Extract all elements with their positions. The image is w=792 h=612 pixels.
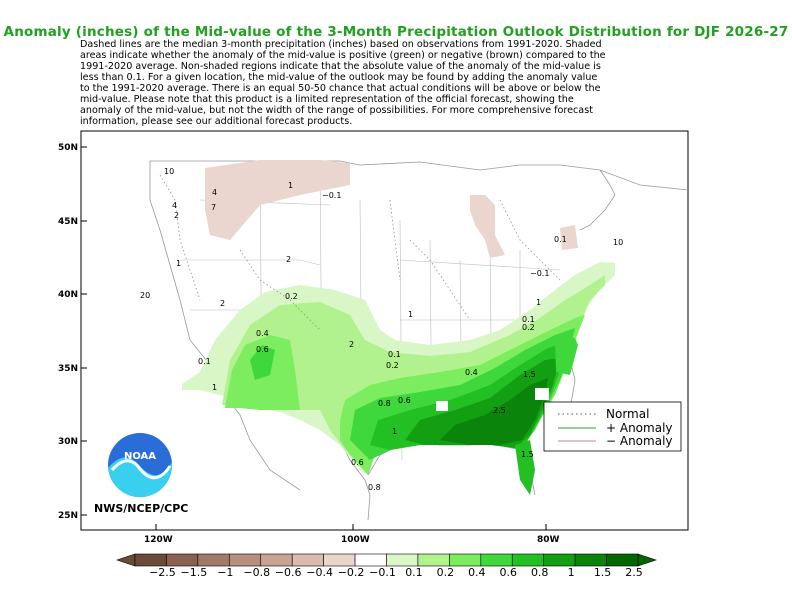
lat-label: 50N <box>58 143 78 153</box>
contour-label: 0.2 <box>522 323 535 332</box>
colorbar-label: 0.2 <box>437 566 455 579</box>
contour-label: −0.1 <box>322 191 341 200</box>
contour-label: 7 <box>211 203 216 212</box>
contour-label: 0.1 <box>388 350 401 359</box>
noaa-logo: NOAA <box>108 433 173 498</box>
contour-label: 1 <box>212 383 217 392</box>
median-contours <box>159 174 561 331</box>
contour-label: 0.4 <box>256 329 269 338</box>
contour-label: 4 <box>172 201 177 210</box>
colorbar-label: 2.5 <box>625 566 643 579</box>
contour-label: 0.8 <box>368 483 381 492</box>
colorbar-swatch <box>543 553 576 567</box>
legend-positive-label: + Anomaly <box>606 421 673 435</box>
colorbar-swatch <box>166 553 199 567</box>
lat-label: 45N <box>58 217 78 227</box>
contour-label: 0.6 <box>398 396 411 405</box>
colorbar-swatch <box>323 553 356 567</box>
lon-label: 120W <box>144 535 173 545</box>
colorbar-label: −0.1 <box>369 566 396 579</box>
lat-label: 25N <box>58 511 78 521</box>
lat-label: 40N <box>58 290 78 300</box>
contour-label: 0.8 <box>378 399 391 408</box>
colorbar-swatch <box>606 553 639 567</box>
colorbar-label: 0.6 <box>500 566 518 579</box>
colorbar-swatch <box>354 553 387 567</box>
contour-label: 1 <box>176 259 181 268</box>
contour-label: 2.5 <box>493 406 506 415</box>
contour-label: 0.1 <box>522 315 535 324</box>
contour-label: 4 <box>212 188 217 197</box>
colorbar-label: 1.5 <box>594 566 612 579</box>
contour-label: 1.5 <box>523 370 536 379</box>
contour-label: −0.1 <box>530 269 549 278</box>
latitude-axis: 50N 45N 40N 35N 30N 25N <box>58 143 87 521</box>
noaa-logo-text: NOAA <box>124 451 156 462</box>
contour-label: 1.5 <box>521 450 534 459</box>
chart-description: Dashed lines are the median 3-month prec… <box>80 39 606 127</box>
colorbar-label: −0.8 <box>243 566 270 579</box>
colorbar: −2.5 −1.5 −1 −0.8 −0.6 −0.4 −0.2 −0.1 0.1 0.2 0.4 0… <box>116 553 657 579</box>
colorbar-swatch <box>229 553 262 567</box>
colorbar-label: 0.8 <box>531 566 549 579</box>
colorbar-label: −1 <box>217 566 233 579</box>
contour-label: 10 <box>164 167 174 176</box>
colorbar-swatch <box>480 553 513 567</box>
legend-box <box>543 401 682 452</box>
colorbar-arrow-right <box>637 553 657 567</box>
map-frame <box>80 130 689 531</box>
colorbar-swatch <box>260 553 293 567</box>
colorbar-label: −2.5 <box>149 566 176 579</box>
legend-negative-label: − Anomaly <box>606 434 673 448</box>
contour-label: 20 <box>140 291 150 300</box>
map-legend: Normal + Anomaly − Anomaly <box>543 401 682 452</box>
contour-label: 2 <box>349 340 354 349</box>
contour-label: 0.4 <box>465 368 478 377</box>
colorbar-swatch <box>511 553 544 567</box>
negative-anomaly-areas <box>205 160 578 258</box>
colorbar-label: 0.1 <box>405 566 423 579</box>
colorbar-swatch <box>449 553 482 567</box>
contour-label: 2 <box>220 299 225 308</box>
colorbar-label: −0.4 <box>306 566 333 579</box>
positive-anomaly-areas <box>182 262 615 495</box>
contour-label-group: 1 4 7 4 2 1 10 20 2 1 2 0.2 0.1 0.4 0.6 … <box>140 167 623 492</box>
colorbar-label: 1 <box>568 566 575 579</box>
lat-label: 35N <box>58 364 78 374</box>
colorbar-swatch <box>386 553 419 567</box>
contour-label: 1 <box>288 181 293 190</box>
contour-label: 0.1 <box>198 357 211 366</box>
chart-title: Anomaly (inches) of the Mid-value of the… <box>3 24 789 40</box>
colorbar-label: 0.4 <box>468 566 486 579</box>
colorbar-label: −0.6 <box>275 566 302 579</box>
contour-label: 10 <box>613 238 623 247</box>
contour-label: 0.6 <box>351 458 364 467</box>
lat-label: 30N <box>58 437 78 447</box>
contour-label: 0.6 <box>256 345 269 354</box>
colorbar-swatch <box>417 553 450 567</box>
legend-normal-label: Normal <box>606 407 649 421</box>
contour-label: 0.2 <box>386 361 399 370</box>
lon-label: 100W <box>341 535 370 545</box>
lon-label: 80W <box>537 535 560 545</box>
colorbar-arrow-left <box>116 553 136 567</box>
contour-label: 1 <box>536 298 541 307</box>
contour-label: 0.1 <box>554 235 567 244</box>
blank-cells <box>258 388 549 426</box>
contour-label: 2 <box>174 211 179 220</box>
colorbar-label: −0.2 <box>338 566 365 579</box>
colorbar-swatch <box>197 553 230 567</box>
colorbar-label: −1.5 <box>181 566 208 579</box>
colorbar-swatch <box>574 553 607 567</box>
colorbar-swatch <box>134 553 167 567</box>
contour-label: 1 <box>408 310 413 319</box>
longitude-axis: 120W 100W 80W <box>144 524 560 545</box>
contour-label: 0.2 <box>285 292 298 301</box>
credit-text: NWS/NCEP/CPC <box>94 502 189 515</box>
contour-label: 2 <box>286 255 291 264</box>
colorbar-swatch <box>291 553 324 567</box>
contour-label: 1 <box>392 427 397 436</box>
